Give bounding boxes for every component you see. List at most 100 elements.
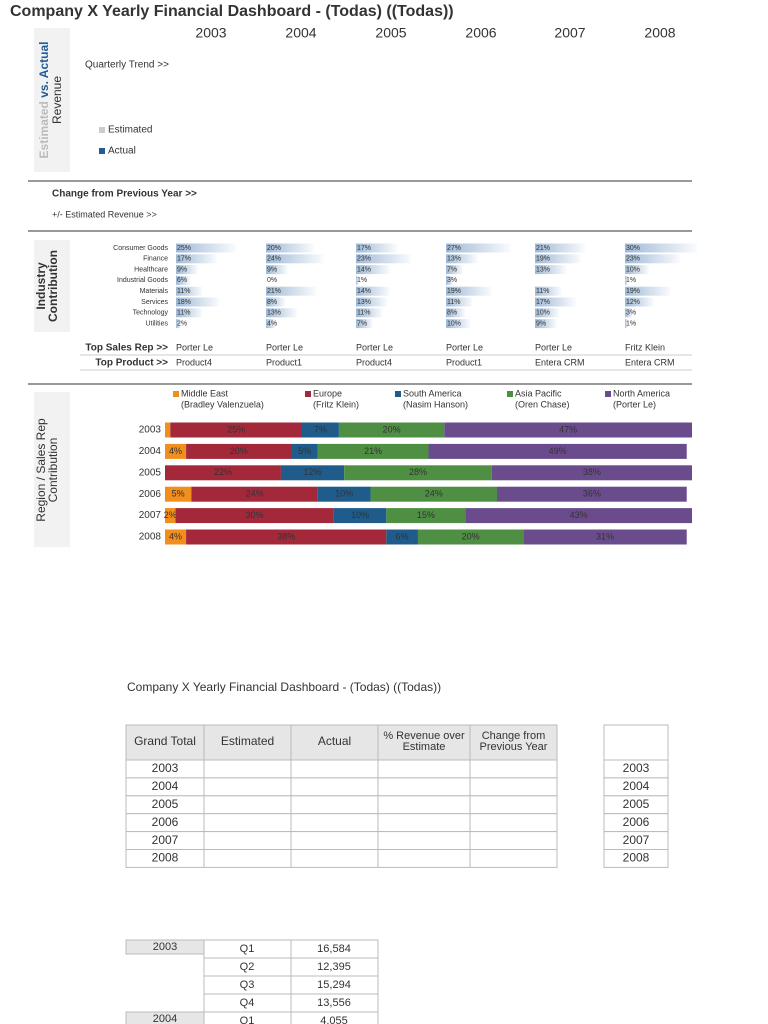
table-cell (469, 795, 558, 815)
data-bar (446, 286, 492, 296)
data-bar (535, 308, 559, 318)
legend-label: South America (403, 388, 462, 398)
data-bar (356, 254, 412, 264)
table-cell (290, 831, 379, 850)
industry-value: 2% (177, 320, 187, 327)
table-cell (203, 795, 292, 815)
table-cell (603, 849, 669, 868)
industry-value: 10% (626, 266, 640, 273)
industry-value: 9% (177, 266, 187, 273)
industry-value: 11% (177, 288, 191, 295)
table-year: 2005 (152, 797, 179, 811)
bar-label: 25% (227, 424, 245, 434)
bar-segment (386, 508, 466, 524)
table-cell (377, 724, 471, 761)
data-bar (176, 308, 203, 318)
industry-value: 25% (177, 245, 191, 252)
bar-label: 47% (559, 424, 577, 434)
data-bar (356, 243, 397, 253)
industry-value: 21% (536, 245, 550, 252)
bar-label: 2% (164, 510, 177, 520)
category-label: 2008 (139, 532, 162, 543)
industry-value: 17% (357, 245, 371, 252)
bar-segment (317, 486, 371, 502)
bar-label: 49% (549, 446, 567, 456)
data-bar (625, 297, 654, 307)
bar-segment (186, 529, 387, 545)
side-label-part: vs. Actual (37, 42, 51, 98)
category-label: 2007 (139, 510, 162, 521)
category-label: 2003 (139, 425, 162, 436)
data-bar (176, 243, 236, 253)
quarter-value: 15,294 (317, 979, 351, 991)
legend-swatch (605, 391, 611, 397)
quarter-label: Q1 (240, 943, 255, 955)
legend-label: Estimated (108, 125, 152, 136)
industry-value: 6% (177, 277, 187, 284)
industry-value: 14% (357, 266, 371, 273)
legend-swatch (305, 391, 311, 397)
data-bar (625, 286, 671, 296)
bar-segment (165, 422, 171, 438)
table-cell (377, 777, 471, 797)
year-header: 2004 (285, 25, 316, 41)
industry-value: 11% (177, 310, 191, 317)
bar-label: 22% (214, 467, 232, 477)
top-product: Product4 (176, 357, 212, 367)
bar-segment (170, 422, 303, 438)
industry-label: Consumer Goods (113, 245, 168, 252)
data-bar (176, 275, 191, 285)
table-cell (377, 849, 471, 868)
change-subheading: +/- Estimated Revenue >> (52, 209, 157, 219)
table-year: 2007 (623, 833, 650, 847)
industry-value: 0% (267, 277, 277, 284)
quarter-label: Q2 (240, 961, 255, 973)
legend-rep: (Porter Le) (613, 399, 656, 409)
bar-label: 6% (396, 531, 409, 541)
bar-segment (428, 443, 687, 459)
data-bar (266, 297, 286, 307)
quarter-label: Q1 (240, 1015, 255, 1024)
table-cell (290, 724, 379, 761)
side-label: Revenue (50, 76, 64, 124)
table-year: 2007 (152, 833, 179, 847)
summary-title: Company X Yearly Financial Dashboard - (… (127, 680, 441, 694)
table-year: 2006 (623, 815, 650, 829)
top-product: Entera CRM (625, 357, 675, 367)
table-header: % Revenue over (383, 730, 465, 742)
data-bar (356, 297, 388, 307)
bar-label: 30% (246, 510, 264, 520)
side-label: Contribution (46, 438, 60, 503)
legend-swatch (507, 391, 513, 397)
data-bar (535, 243, 586, 253)
legend-label: North America (613, 388, 670, 398)
industry-value: 9% (267, 266, 277, 273)
top-rep: Porter Le (356, 342, 393, 352)
legend-swatch (99, 127, 105, 133)
bar-segment (165, 508, 176, 524)
data-bar (446, 297, 473, 307)
data-bar (446, 275, 454, 285)
top-rep: Porter Le (446, 342, 483, 352)
data-bar (176, 265, 198, 275)
top-product-label: Top Product >> (95, 358, 168, 369)
bar-segment (333, 508, 387, 524)
data-bar (625, 308, 633, 318)
table-year: 2006 (152, 815, 179, 829)
category-label: 2004 (139, 446, 162, 457)
industry-value: 24% (267, 256, 281, 263)
data-bar (625, 275, 628, 285)
year-header: 2006 (465, 25, 496, 41)
legend-swatch (395, 391, 401, 397)
data-bar (535, 286, 562, 296)
industry-value: 13% (267, 310, 281, 317)
side-panel (34, 240, 70, 332)
industry-value: 1% (357, 277, 367, 284)
industry-label: Services (141, 299, 168, 306)
side-label: Contribution (46, 250, 60, 322)
bar-segment (175, 508, 334, 524)
top-product: Product1 (266, 357, 302, 367)
side-label: Estimated vs. Actual (37, 42, 51, 159)
table-year: 2008 (623, 851, 650, 865)
quarter-value: 4,055 (320, 1015, 348, 1024)
